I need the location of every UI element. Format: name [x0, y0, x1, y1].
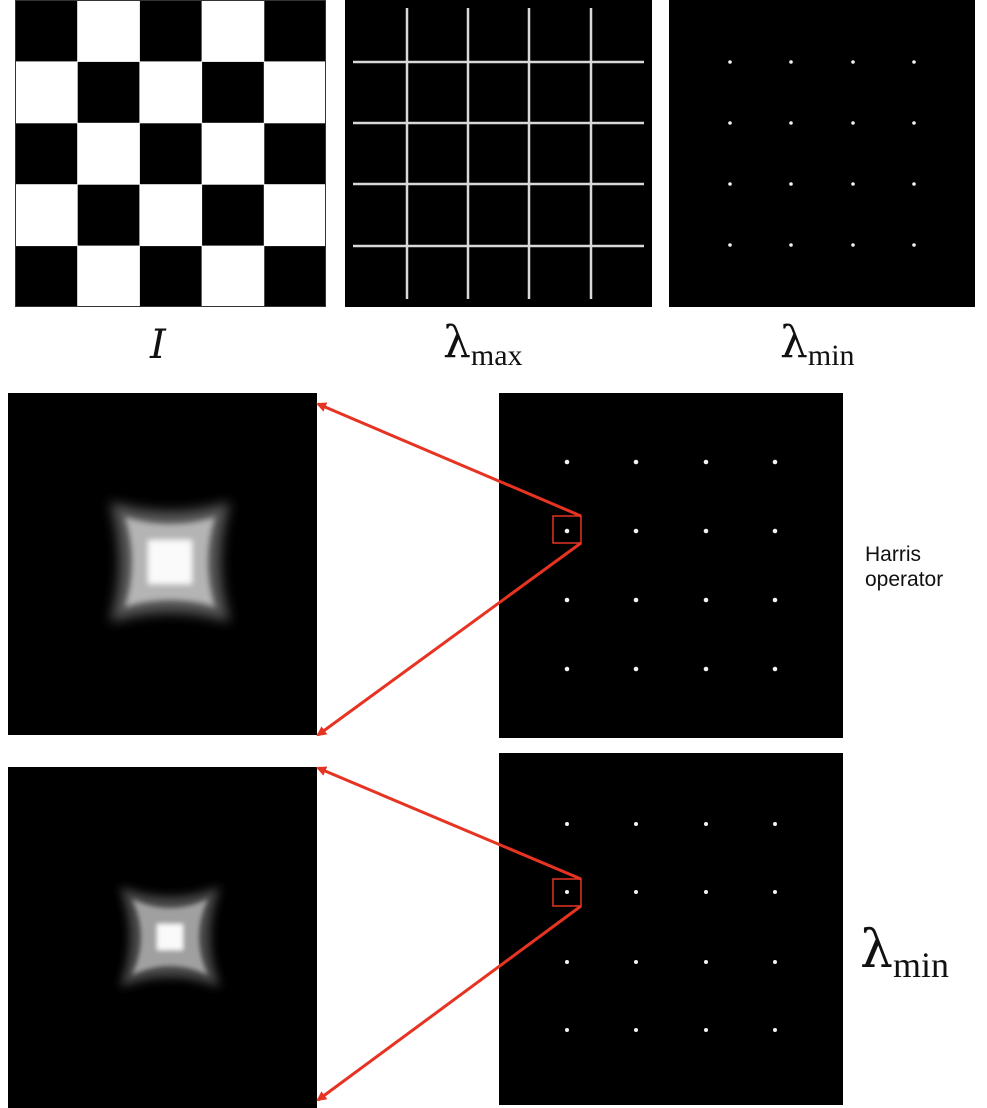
corner-point — [565, 1028, 569, 1032]
corner-point — [851, 121, 855, 125]
corner-point — [728, 243, 732, 247]
lambda-min-image-top — [669, 0, 975, 307]
corner-point — [912, 243, 916, 247]
corner-point — [851, 182, 855, 186]
lambda-max-image — [345, 0, 652, 307]
corner-point — [633, 597, 639, 603]
max-subscript: max — [470, 339, 523, 372]
min-subscript: min — [807, 339, 855, 372]
corner-point — [772, 597, 778, 603]
checker-light-square — [263, 184, 326, 247]
corner-point — [773, 1028, 777, 1032]
corner-point — [789, 121, 793, 125]
lambda-symbol: λ — [780, 317, 808, 368]
corner-point — [564, 666, 570, 672]
corner-point — [851, 243, 855, 247]
lambda-blob-core — [157, 924, 183, 950]
corner-point — [703, 528, 709, 534]
checker-light-square — [139, 61, 203, 124]
corner-point — [912, 60, 916, 64]
corner-point — [912, 182, 916, 186]
harris-line1: Harris — [865, 543, 921, 566]
lambda-min-label-bottom: λmin — [860, 920, 949, 985]
corner-point — [633, 666, 639, 672]
image-label: I — [150, 320, 166, 370]
harris-line2: operator — [865, 568, 944, 591]
checker-light-square — [15, 184, 78, 247]
corner-point — [703, 597, 709, 603]
corner-point — [565, 960, 569, 964]
lambda-symbol: λ — [443, 317, 471, 368]
lambda-symbol: λ — [860, 920, 893, 980]
corner-point — [773, 960, 777, 964]
lambda-max-label: λmax — [443, 318, 523, 373]
corner-point — [728, 182, 732, 186]
corner-point — [773, 890, 777, 894]
min-subscript: min — [892, 945, 949, 985]
lambda-min-response-image — [499, 753, 843, 1105]
checker-light-square — [77, 122, 140, 185]
corner-point — [703, 459, 709, 465]
checker-light-square — [15, 61, 78, 124]
corner-point — [634, 822, 638, 826]
corner-point — [634, 960, 638, 964]
corner-point — [704, 822, 708, 826]
corner-point — [564, 459, 570, 465]
checker-light-square — [201, 245, 265, 307]
corner-point — [728, 60, 732, 64]
checker-light-square — [77, 245, 140, 307]
corner-point — [789, 182, 793, 186]
harris-blob-core — [148, 540, 192, 584]
corner-point — [772, 459, 778, 465]
corner-point — [633, 528, 639, 534]
corner-point — [772, 666, 778, 672]
checker-light-square — [77, 0, 140, 62]
checker-light-square — [263, 61, 326, 124]
harris-response-image — [499, 393, 843, 738]
corner-point — [772, 528, 778, 534]
corner-point — [789, 243, 793, 247]
corner-point — [789, 60, 793, 64]
checker-border — [15, 0, 326, 307]
corner-point — [912, 121, 916, 125]
corner-point — [704, 1028, 708, 1032]
corner-point — [633, 459, 639, 465]
checker-light-square — [201, 122, 265, 185]
corner-point — [634, 890, 638, 894]
corner-point — [565, 822, 569, 826]
corner-point — [634, 1028, 638, 1032]
corner-point — [703, 666, 709, 672]
checkerboard-image — [15, 0, 326, 307]
corner-point — [773, 822, 777, 826]
corner-point — [564, 528, 570, 534]
checker-light-square — [139, 184, 203, 247]
corner-point — [728, 121, 732, 125]
lambda-min-zoom-image — [8, 767, 317, 1108]
lambda-min-label-top: λmin — [780, 318, 855, 373]
corner-point — [704, 960, 708, 964]
corner-point — [704, 890, 708, 894]
checker-light-square — [201, 0, 265, 62]
harris-operator-label: Harris operator — [865, 542, 943, 592]
harris-zoom-image — [8, 393, 317, 735]
corner-point — [564, 597, 570, 603]
corner-point — [851, 60, 855, 64]
image-symbol: I — [150, 322, 166, 368]
corner-point — [565, 890, 569, 894]
